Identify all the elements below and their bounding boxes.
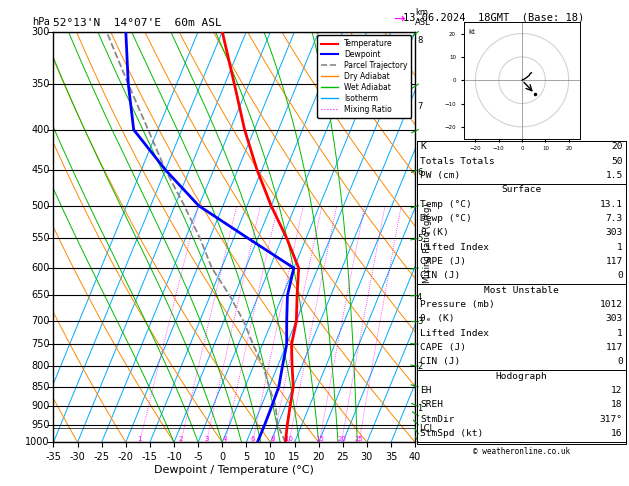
Text: Mixing Ratio (g/kg): Mixing Ratio (g/kg) <box>423 203 431 283</box>
Text: θₑ (K): θₑ (K) <box>420 314 455 324</box>
Text: 850: 850 <box>31 382 50 392</box>
Text: 900: 900 <box>31 401 50 411</box>
Text: 52°13'N  14°07'E  60m ASL: 52°13'N 14°07'E 60m ASL <box>53 18 222 28</box>
Text: 117: 117 <box>606 257 623 266</box>
Text: 12: 12 <box>611 386 623 395</box>
Text: LCL: LCL <box>419 424 434 433</box>
Text: PW (cm): PW (cm) <box>420 171 460 180</box>
Text: Temp (°C): Temp (°C) <box>420 200 472 209</box>
Text: Totals Totals: Totals Totals <box>420 156 495 166</box>
Text: StmDir: StmDir <box>420 415 455 424</box>
Text: CAPE (J): CAPE (J) <box>420 343 466 352</box>
Text: 10: 10 <box>284 436 294 442</box>
Text: 20: 20 <box>337 436 346 442</box>
X-axis label: Dewpoint / Temperature (°C): Dewpoint / Temperature (°C) <box>154 465 314 475</box>
Text: 1: 1 <box>137 436 142 442</box>
Text: 18: 18 <box>611 400 623 410</box>
Text: 550: 550 <box>31 233 50 243</box>
Text: 0: 0 <box>617 271 623 280</box>
Text: →: → <box>393 12 404 26</box>
Text: 50: 50 <box>611 156 623 166</box>
Text: Lifted Index: Lifted Index <box>420 243 489 252</box>
Text: 700: 700 <box>31 315 50 326</box>
Text: 4: 4 <box>223 436 228 442</box>
Text: 2: 2 <box>179 436 183 442</box>
Text: 13.06.2024  18GMT  (Base: 18): 13.06.2024 18GMT (Base: 18) <box>403 12 584 22</box>
Text: Hodograph: Hodograph <box>496 372 547 381</box>
Text: 300: 300 <box>31 27 50 36</box>
Text: 2: 2 <box>417 362 422 371</box>
Text: 400: 400 <box>31 125 50 135</box>
Text: 7: 7 <box>417 102 422 111</box>
Text: 13.1: 13.1 <box>599 200 623 209</box>
Text: 1012: 1012 <box>599 300 623 309</box>
Text: CAPE (J): CAPE (J) <box>420 257 466 266</box>
Text: Surface: Surface <box>501 185 542 194</box>
Text: 750: 750 <box>31 339 50 349</box>
Text: 800: 800 <box>31 361 50 371</box>
Text: 303: 303 <box>606 228 623 238</box>
Text: θₑ(K): θₑ(K) <box>420 228 449 238</box>
Text: 5: 5 <box>417 234 422 243</box>
Text: 6: 6 <box>250 436 255 442</box>
Text: Most Unstable: Most Unstable <box>484 286 559 295</box>
Text: 7.3: 7.3 <box>606 214 623 223</box>
Text: 450: 450 <box>31 165 50 175</box>
Text: 0: 0 <box>617 357 623 366</box>
Text: 4: 4 <box>417 294 422 302</box>
Text: 600: 600 <box>31 263 50 273</box>
Text: hPa: hPa <box>32 17 50 28</box>
Text: 1: 1 <box>417 404 422 414</box>
Text: 25: 25 <box>355 436 364 442</box>
Text: 3: 3 <box>417 316 422 326</box>
Text: 950: 950 <box>31 420 50 430</box>
Text: 303: 303 <box>606 314 623 324</box>
Text: StmSpd (kt): StmSpd (kt) <box>420 429 484 438</box>
Text: 317°: 317° <box>599 415 623 424</box>
Text: 15: 15 <box>315 436 324 442</box>
Text: Pressure (mb): Pressure (mb) <box>420 300 495 309</box>
Text: EH: EH <box>420 386 431 395</box>
Text: 16: 16 <box>611 429 623 438</box>
Text: CIN (J): CIN (J) <box>420 271 460 280</box>
Text: 8: 8 <box>417 36 422 45</box>
Text: kt: kt <box>469 29 476 35</box>
Text: 8: 8 <box>270 436 275 442</box>
Text: K: K <box>420 142 426 152</box>
Text: Dewp (°C): Dewp (°C) <box>420 214 472 223</box>
Text: 20: 20 <box>611 142 623 152</box>
Text: CIN (J): CIN (J) <box>420 357 460 366</box>
Text: © weatheronline.co.uk: © weatheronline.co.uk <box>473 447 570 456</box>
Text: 650: 650 <box>31 290 50 300</box>
Text: Lifted Index: Lifted Index <box>420 329 489 338</box>
Text: 3: 3 <box>204 436 209 442</box>
Text: 6: 6 <box>417 169 422 177</box>
Text: 350: 350 <box>31 79 50 89</box>
Legend: Temperature, Dewpoint, Parcel Trajectory, Dry Adiabat, Wet Adiabat, Isotherm, Mi: Temperature, Dewpoint, Parcel Trajectory… <box>317 35 411 118</box>
Text: 1000: 1000 <box>25 437 50 447</box>
Text: 500: 500 <box>31 201 50 211</box>
Text: 1.5: 1.5 <box>606 171 623 180</box>
Text: 1: 1 <box>617 329 623 338</box>
Text: 1: 1 <box>617 243 623 252</box>
Text: 117: 117 <box>606 343 623 352</box>
Text: km
ASL: km ASL <box>415 8 431 28</box>
Text: SREH: SREH <box>420 400 443 410</box>
